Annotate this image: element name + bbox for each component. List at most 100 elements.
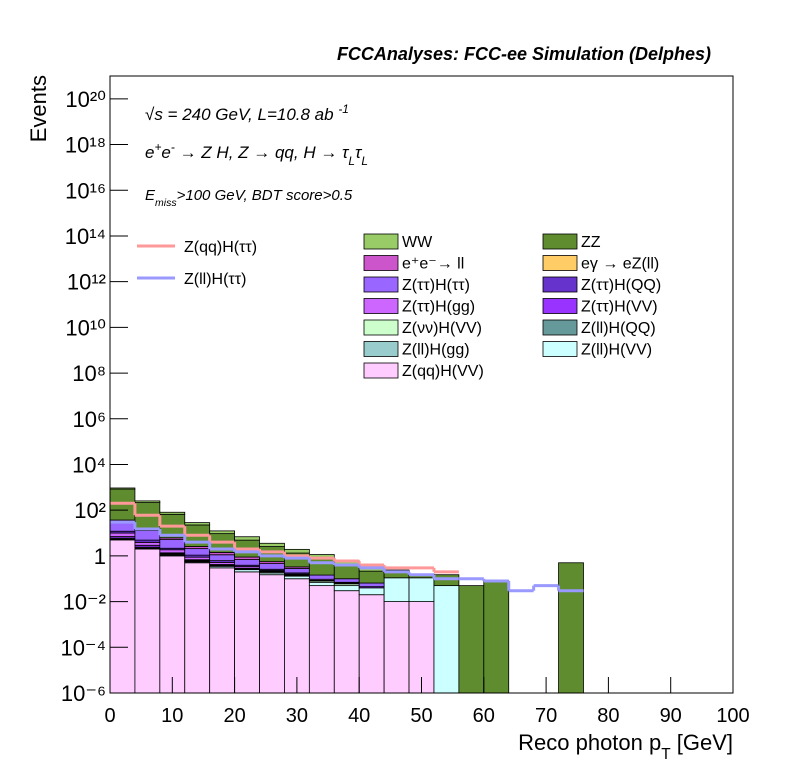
y-tick-label: 10⁴ bbox=[72, 452, 106, 477]
x-tick-label: 100 bbox=[716, 705, 749, 727]
chart-title: FCCAnalyses: FCC-ee Simulation (Delphes) bbox=[337, 44, 711, 64]
bar-segment bbox=[383, 577, 410, 602]
bar-segment bbox=[234, 559, 260, 566]
legend-label: Z(ll)H(gg) bbox=[402, 342, 470, 359]
bar-segment bbox=[259, 563, 285, 570]
bar-segment bbox=[109, 539, 136, 694]
x-tick-label: 20 bbox=[223, 705, 245, 727]
y-tick-label: 10⁶ bbox=[72, 407, 106, 432]
bar-segment bbox=[483, 580, 510, 694]
legend-label: Z(qq)H(VV) bbox=[402, 363, 484, 380]
bar-segment bbox=[134, 530, 161, 541]
bar-segment bbox=[259, 546, 285, 563]
bar-segment bbox=[358, 570, 385, 584]
x-tick-label: 0 bbox=[104, 705, 115, 727]
y-tick-label: 10⁸ bbox=[72, 361, 106, 386]
bar-segment bbox=[333, 564, 360, 580]
legend-swatch bbox=[363, 341, 399, 357]
bar-segment bbox=[234, 571, 260, 694]
bar-segment bbox=[184, 522, 211, 526]
text-segment: → Z H, Z → qq, H → τ bbox=[175, 143, 350, 162]
legend-label: Z(ττ)H(VV) bbox=[581, 299, 658, 316]
bar-segment bbox=[159, 539, 186, 549]
bar-segment bbox=[184, 548, 211, 556]
annotation: e+e- → Z H, Z → qq, H → τLτL bbox=[145, 140, 368, 168]
x-tick-label: 40 bbox=[348, 705, 370, 727]
text-segment: - bbox=[171, 140, 175, 154]
bar-segment bbox=[308, 581, 335, 587]
legend-label: Z(ττ)H(ττ) bbox=[402, 277, 470, 294]
bar-segment bbox=[234, 536, 260, 541]
bar-segment bbox=[209, 567, 235, 694]
legend-label: Z(ττ)H(gg) bbox=[402, 299, 475, 316]
text-segment: √s = 240 GeV, L=10.8 ab bbox=[145, 105, 338, 124]
y-tick-label: 10²⁰ bbox=[65, 87, 106, 112]
text-segment: miss bbox=[155, 197, 177, 209]
legend-label: ZZ bbox=[581, 234, 601, 251]
text-segment: >100 GeV, BDT score>0.5 bbox=[177, 187, 353, 204]
y-tick-label: 10² bbox=[74, 498, 106, 523]
x-tick-label: 10 bbox=[161, 705, 183, 727]
legend-label: e⁺e⁻→ ll bbox=[402, 256, 464, 273]
y-tick-label: 10¹⁰ bbox=[65, 315, 106, 340]
legend-label: Z(ll)H(VV) bbox=[581, 342, 652, 359]
bar-segment bbox=[109, 487, 136, 490]
y-axis-label: Events bbox=[26, 75, 51, 142]
legend-swatch bbox=[542, 341, 578, 357]
legend-swatch bbox=[542, 255, 578, 271]
y-tick-label: 10¹² bbox=[67, 270, 106, 295]
bar-segment bbox=[458, 585, 485, 694]
legend-swatch bbox=[542, 276, 578, 293]
legend-swatch bbox=[542, 298, 578, 314]
y-tick-label: 10¹⁴ bbox=[65, 224, 106, 249]
text-segment: e bbox=[161, 143, 170, 162]
x-tick-label: 90 bbox=[660, 705, 682, 727]
y-tick-label: 1 bbox=[94, 544, 106, 569]
bar-segment bbox=[408, 577, 435, 602]
text-segment: Reco photon p bbox=[518, 730, 661, 755]
bar-segment bbox=[134, 500, 161, 503]
bar-segment bbox=[284, 578, 310, 694]
bar-segment bbox=[284, 548, 310, 554]
bar-segment bbox=[209, 554, 235, 562]
bar-segment bbox=[259, 574, 285, 694]
bar-segment bbox=[358, 594, 385, 694]
y-tick-label: 10⁻⁶ bbox=[61, 681, 106, 706]
x-tick-label: 60 bbox=[473, 705, 495, 727]
legend-swatch bbox=[542, 319, 578, 336]
bar-segment bbox=[184, 562, 211, 694]
bar-segment bbox=[433, 585, 460, 694]
annotation: Emiss>100 GeV, BDT score>0.5 bbox=[145, 187, 353, 209]
x-axis-label: Reco photon pT [GeV] bbox=[518, 730, 733, 763]
legend-swatch bbox=[363, 319, 399, 336]
text-segment: T bbox=[661, 746, 671, 763]
x-tick-label: 70 bbox=[535, 705, 557, 727]
bar-segment bbox=[558, 562, 584, 694]
legend-swatch bbox=[363, 233, 399, 250]
legend-label: Z(ll)H(ττ) bbox=[184, 271, 246, 288]
legend-label: eγ → eZ(ll) bbox=[581, 256, 659, 273]
text-segment: E bbox=[145, 187, 156, 204]
legend-swatch bbox=[542, 233, 578, 250]
x-tick-label: 30 bbox=[286, 705, 308, 727]
legend-swatch bbox=[363, 362, 399, 379]
legend-label: Z(ττ)H(QQ) bbox=[581, 277, 661, 294]
y-tick-label: 10⁻⁴ bbox=[60, 635, 106, 660]
text-segment: -1 bbox=[338, 102, 349, 116]
text-segment: τ bbox=[355, 143, 363, 162]
y-tick-label: 10¹⁶ bbox=[65, 178, 106, 203]
legend-label: Z(νν)H(VV) bbox=[402, 320, 482, 337]
bar-segment bbox=[159, 549, 186, 554]
bar-segment bbox=[259, 542, 285, 547]
bar-segment bbox=[134, 541, 161, 546]
legend-label: Z(ll)H(QQ) bbox=[581, 320, 656, 337]
text-segment: [GeV] bbox=[671, 730, 733, 755]
bar-segment bbox=[159, 511, 186, 515]
bar-segment bbox=[209, 530, 235, 535]
y-tick-label: 10¹⁸ bbox=[65, 133, 106, 158]
bar-segment bbox=[308, 585, 335, 694]
text-segment: + bbox=[154, 140, 161, 154]
bar-segment bbox=[358, 582, 385, 588]
bar-segment bbox=[333, 578, 360, 583]
